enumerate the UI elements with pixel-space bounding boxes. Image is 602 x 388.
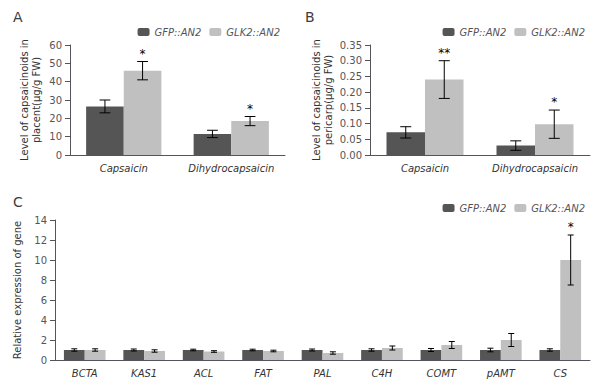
svg-text:C: C <box>13 194 23 210</box>
svg-text:*: * <box>568 220 574 234</box>
svg-text:CS: CS <box>554 368 568 379</box>
svg-text:COMT: COMT <box>427 368 457 379</box>
svg-text:GLK2::AN2: GLK2::AN2 <box>226 27 280 38</box>
svg-text:14: 14 <box>34 215 47 226</box>
svg-text:20: 20 <box>49 113 62 124</box>
svg-text:FAT: FAT <box>254 368 272 379</box>
svg-text:10: 10 <box>34 255 47 266</box>
svg-text:0: 0 <box>56 150 62 161</box>
svg-text:0: 0 <box>41 355 47 366</box>
svg-text:*: * <box>247 102 253 116</box>
svg-text:GFP::AN2: GFP::AN2 <box>155 27 202 38</box>
svg-text:KAS1: KAS1 <box>131 368 157 379</box>
svg-text:Capsaicin: Capsaicin <box>401 163 449 174</box>
svg-text:4: 4 <box>41 315 47 326</box>
svg-text:8: 8 <box>41 275 47 286</box>
svg-text:ACL: ACL <box>193 368 213 379</box>
svg-text:50: 50 <box>49 58 62 69</box>
svg-text:0.20: 0.20 <box>340 87 362 98</box>
svg-text:Dihydrocapsaicin: Dihydrocapsaicin <box>492 163 578 174</box>
svg-text:GFP::AN2: GFP::AN2 <box>460 27 507 38</box>
svg-text:Level of capsaicinoids in: Level of capsaicinoids in <box>19 39 30 161</box>
svg-text:GLK2::AN2: GLK2::AN2 <box>531 203 585 214</box>
svg-text:Relative expression of gene: Relative expression of gene <box>12 221 23 359</box>
svg-text:Capsaicin: Capsaicin <box>100 163 148 174</box>
svg-text:30: 30 <box>49 95 62 106</box>
svg-text:0.35: 0.35 <box>340 40 362 51</box>
svg-text:0.30: 0.30 <box>340 55 362 66</box>
svg-text:PAL: PAL <box>314 368 332 379</box>
svg-text:Level of capsaicinoids in: Level of capsaicinoids in <box>311 39 322 161</box>
svg-text:A: A <box>13 9 23 25</box>
svg-text:placent(μg/g FW): placent(μg/g FW) <box>31 57 42 143</box>
svg-text:0.00: 0.00 <box>340 150 362 161</box>
svg-text:**: ** <box>438 46 450 60</box>
svg-text:C4H: C4H <box>372 368 393 379</box>
svg-text:GLK2::AN2: GLK2::AN2 <box>531 27 585 38</box>
svg-text:B: B <box>305 9 315 25</box>
svg-text:BCTA: BCTA <box>72 368 98 379</box>
svg-text:2: 2 <box>41 335 47 346</box>
svg-text:*: * <box>140 47 146 61</box>
svg-text:10: 10 <box>49 131 62 142</box>
svg-text:pericarp(μg/g FW): pericarp(μg/g FW) <box>323 55 334 146</box>
svg-text:6: 6 <box>41 295 47 306</box>
svg-text:0.05: 0.05 <box>340 134 362 145</box>
svg-text:0.10: 0.10 <box>340 118 362 129</box>
svg-text:*: * <box>551 95 557 109</box>
svg-text:GFP::AN2: GFP::AN2 <box>460 203 507 214</box>
svg-text:12: 12 <box>34 235 47 246</box>
svg-text:pAMT: pAMT <box>486 368 516 379</box>
svg-text:Dihydrocapsaicin: Dihydrocapsaicin <box>188 163 274 174</box>
svg-text:0.15: 0.15 <box>340 102 362 113</box>
svg-text:40: 40 <box>49 76 62 87</box>
svg-text:0.25: 0.25 <box>340 71 362 82</box>
svg-text:60: 60 <box>49 40 62 51</box>
